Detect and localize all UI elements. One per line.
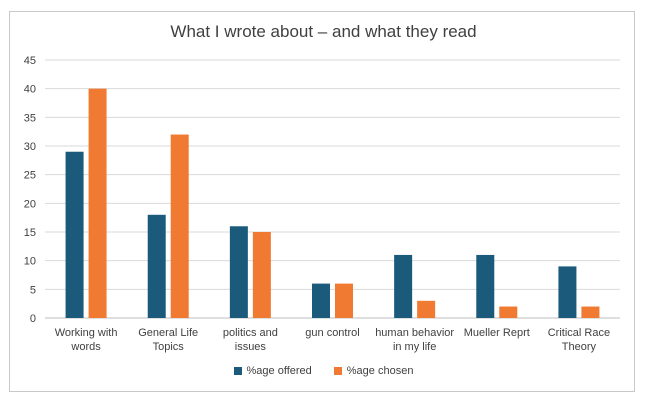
y-tick-label: 40 (24, 84, 36, 96)
y-tick-label: 30 (24, 141, 36, 153)
x-tick-label: gun control (305, 327, 359, 339)
legend-label-offered: %age offered (246, 365, 312, 377)
x-tick-label: issues (235, 341, 267, 353)
x-tick-label: in my life (393, 341, 436, 353)
y-tick-label: 10 (24, 256, 36, 268)
bar-offered (229, 226, 248, 318)
y-tick-label: 35 (24, 112, 36, 124)
y-tick-label: 15 (24, 227, 36, 239)
legend-swatch-chosen (333, 367, 342, 375)
y-tick-label: 20 (24, 198, 36, 210)
bar-chosen (88, 88, 107, 319)
y-tick-label: 5 (30, 284, 36, 296)
legend: %age offered %age chosen (0, 365, 647, 377)
x-tick-label: human behavior (375, 327, 454, 339)
x-tick-label: words (70, 341, 101, 353)
x-tick-label: Topics (153, 341, 185, 353)
bar-chosen (252, 232, 271, 318)
chart-title: What I wrote about – and what they read (170, 22, 477, 41)
x-tick-label: General Life (138, 327, 198, 339)
x-tick-label: Working with (55, 327, 118, 339)
x-tick-label: Critical Race (548, 327, 610, 339)
x-tick-label: Mueller Reprt (464, 327, 530, 339)
bar-offered (147, 214, 166, 318)
legend-item-chosen: %age chosen (333, 365, 414, 377)
bar-chosen (581, 306, 600, 318)
bar-offered (394, 254, 413, 318)
x-tick-label: Theory (562, 341, 597, 353)
bar-offered (476, 254, 495, 318)
bar-offered (65, 151, 84, 318)
bar-offered (558, 266, 577, 318)
y-tick-label: 45 (24, 55, 36, 67)
chart-frame (9, 11, 635, 392)
bar-offered (312, 283, 330, 318)
y-tick-label: 0 (30, 313, 36, 325)
x-tick-label: politics and (223, 327, 278, 339)
y-tick-label: 25 (24, 170, 36, 182)
bar-chosen (499, 306, 518, 318)
bar-chosen (417, 300, 436, 318)
legend-label-chosen: %age chosen (346, 365, 414, 377)
legend-swatch-offered (233, 367, 242, 375)
bar-chosen (335, 283, 353, 318)
bar-chosen (170, 134, 189, 318)
legend-item-offered: %age offered (233, 365, 312, 377)
